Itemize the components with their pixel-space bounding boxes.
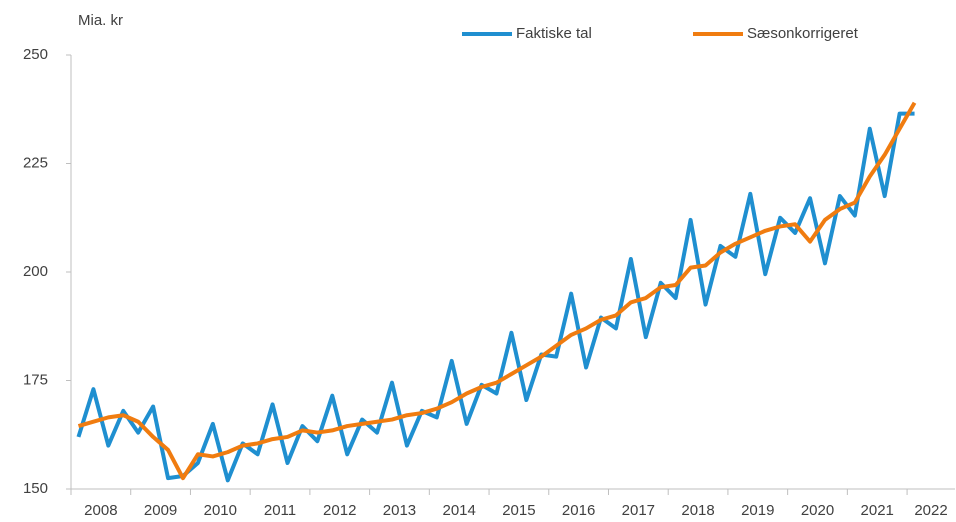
x-tick-label: 2009	[144, 502, 177, 519]
x-tick-label: 2022	[914, 502, 947, 519]
y-tick-label: 150	[23, 480, 48, 497]
y-tick-label: 250	[23, 46, 48, 63]
y-tick-label: 225	[23, 154, 48, 171]
x-tick-label: 2014	[442, 502, 475, 519]
x-tick-label: 2011	[264, 502, 296, 519]
legend-label: Sæsonkorrigeret	[747, 25, 859, 42]
x-tick-label: 2019	[741, 502, 774, 519]
x-tick-label: 2012	[323, 502, 356, 519]
y-tick-label: 175	[23, 371, 48, 388]
x-tick-label: 2021	[861, 502, 894, 519]
x-tick-label: 2018	[681, 502, 714, 519]
x-tick-label: 2016	[562, 502, 595, 519]
x-tick-label: 2017	[622, 502, 655, 519]
series-line	[77, 101, 917, 481]
y-tick-label: 200	[23, 263, 48, 280]
x-tick-label: 2008	[84, 502, 117, 519]
series-line	[76, 111, 915, 483]
x-tick-label: 2010	[204, 502, 237, 519]
x-tick-label: 2015	[502, 502, 535, 519]
x-tick-label: 2013	[383, 502, 416, 519]
y-axis-label: Mia. kr	[78, 12, 123, 29]
legend-label: Faktiske tal	[516, 25, 592, 42]
x-tick-label: 2020	[801, 502, 834, 519]
